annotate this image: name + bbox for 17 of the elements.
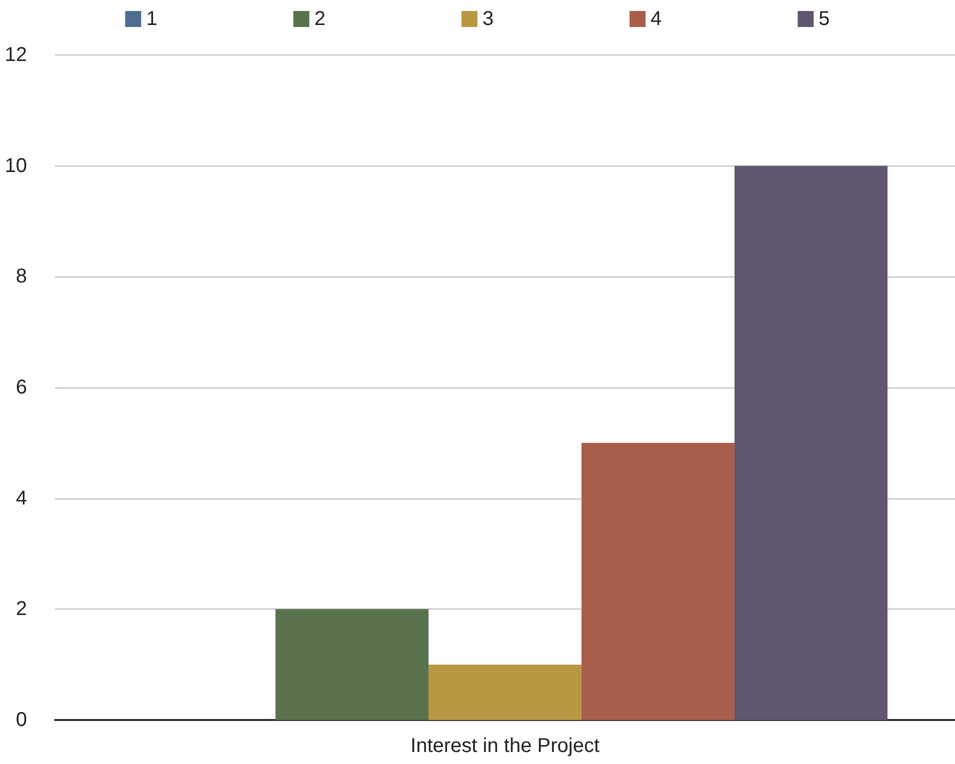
bar [428, 664, 582, 720]
y-tick-label: 10 [4, 154, 27, 177]
bar [276, 609, 428, 720]
y-tick-label: 12 [4, 44, 27, 66]
x-tick-label: Interest in the Project [410, 735, 600, 757]
y-tick-label: 0 [16, 709, 27, 731]
bar [582, 442, 734, 720]
y-tick-label: 4 [16, 487, 27, 510]
bar [734, 166, 888, 720]
y-tick-label: 2 [16, 598, 27, 620]
y-tick-label: 6 [16, 376, 27, 398]
legend-label: 1 [146, 8, 158, 30]
legend-label: 2 [314, 8, 326, 30]
y-tick-label: 8 [16, 266, 27, 288]
legend-label: 3 [482, 8, 494, 30]
legend-label: 5 [818, 8, 830, 30]
legend-label: 4 [650, 8, 662, 30]
